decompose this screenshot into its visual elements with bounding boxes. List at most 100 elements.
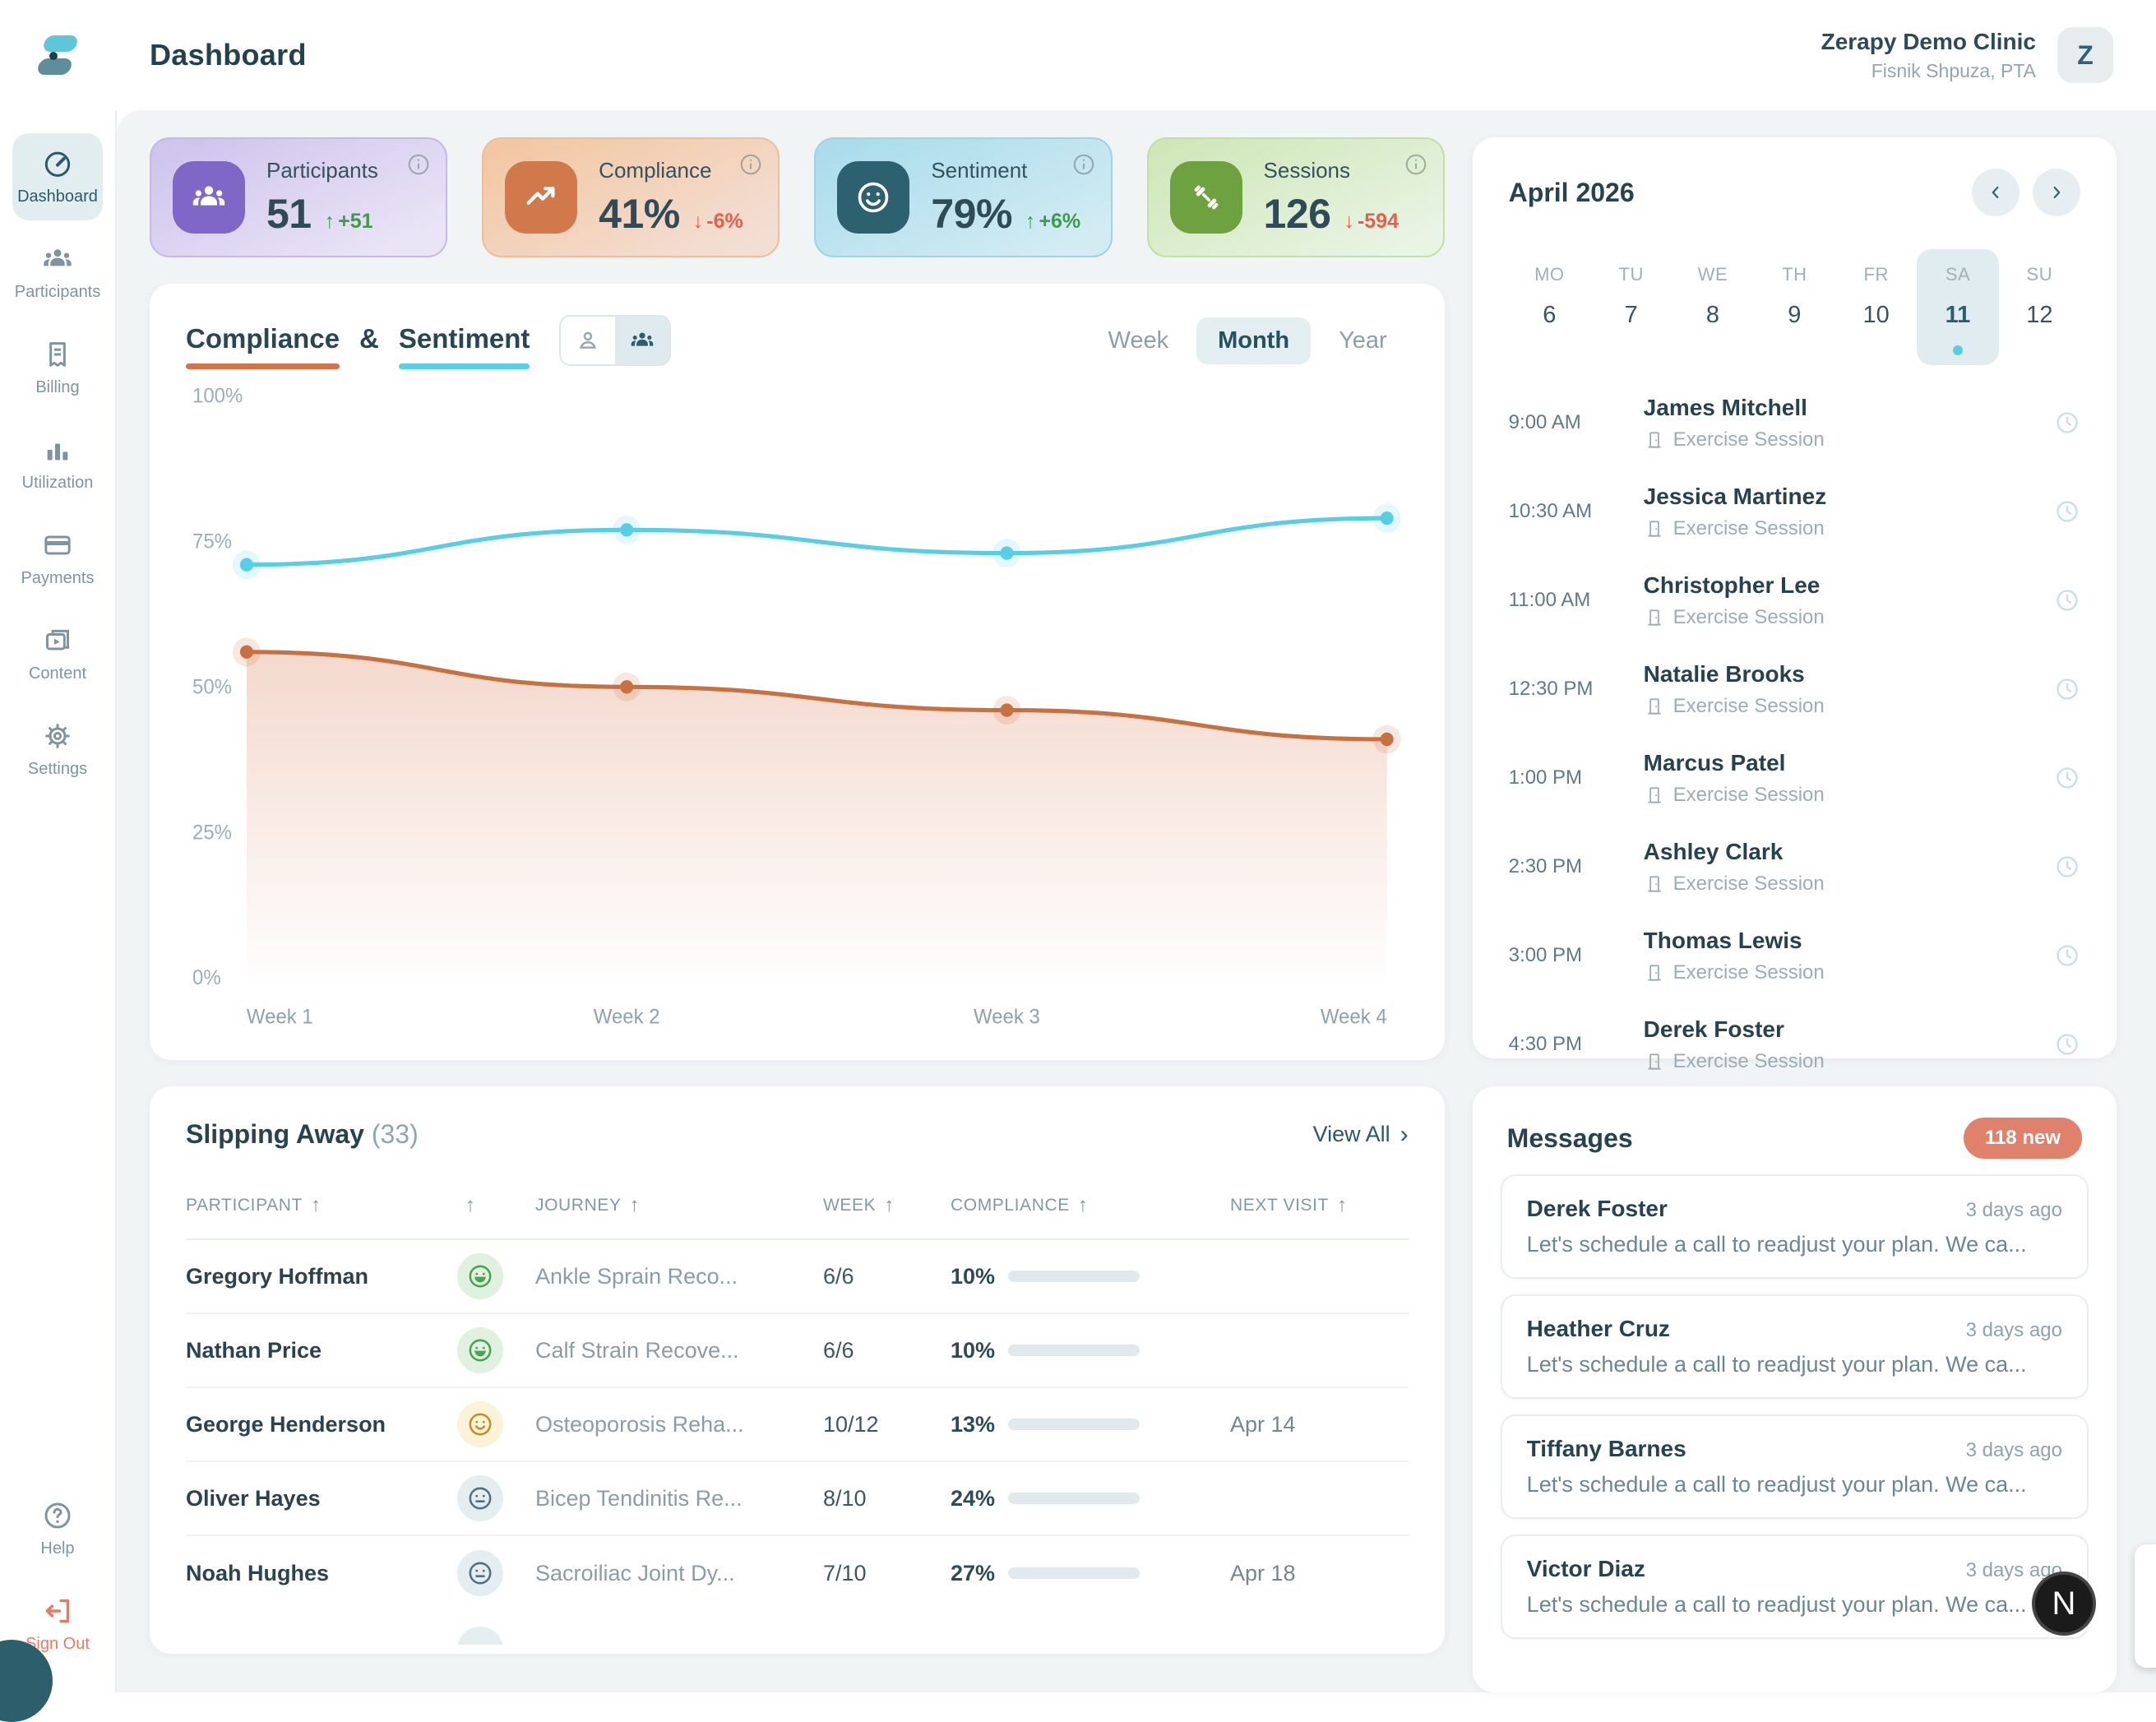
range-week[interactable]: Week: [1108, 326, 1169, 354]
column-mood[interactable]: ↑: [457, 1194, 535, 1217]
sidebar-item-help[interactable]: Help: [12, 1485, 103, 1572]
stat-label: Compliance: [599, 157, 712, 183]
svg-text:Week 1: Week 1: [247, 1006, 313, 1028]
day-name: TU: [1618, 264, 1644, 285]
event-dot: [1952, 345, 1963, 355]
sidebar-item-participants[interactable]: Participants: [12, 229, 103, 316]
sidebar-item-signout[interactable]: Sign Out: [12, 1581, 103, 1668]
column-participant[interactable]: PARTICIPANT ↑: [186, 1194, 322, 1216]
column-compliance[interactable]: COMPLIANCE ↑: [951, 1194, 1089, 1216]
message-item[interactable]: Tiffany Barnes 3 days ago Let's schedule…: [1500, 1414, 2089, 1519]
sidebar-item-label: Sign Out: [25, 1635, 90, 1653]
column-next-visit[interactable]: NEXT VISIT ↑: [1230, 1194, 1348, 1216]
schedule-item[interactable]: 12:30 PM Natalie Brooks Exercise Session: [1509, 645, 2080, 734]
message-preview: Let's schedule a call to readjust your p…: [1526, 1352, 2027, 1377]
calendar-day[interactable]: SU 12: [1999, 249, 2080, 365]
sidebar: Dashboard Participants Billing Utilizati…: [0, 110, 117, 1692]
table-row[interactable]: George Henderson Osteoporosis Reha... 10…: [186, 1388, 1409, 1462]
clock-icon[interactable]: [2054, 1031, 2080, 1058]
single-person-toggle[interactable]: [561, 317, 616, 364]
message-preview: Let's schedule a call to readjust your p…: [1526, 1232, 2027, 1257]
messages-list: Derek Foster 3 days ago Let's schedule a…: [1500, 1174, 2089, 1639]
info-icon[interactable]: [738, 152, 763, 177]
clinic-info: Zerapy Demo Clinic Fisnik Shpuza, PTA: [1821, 29, 2036, 82]
clock-icon[interactable]: [2054, 410, 2080, 436]
message-item[interactable]: Derek Foster 3 days ago Let's schedule a…: [1500, 1174, 2089, 1279]
table-row[interactable]: Noah Hughes Sacroiliac Joint Dy... 7/10 …: [186, 1536, 1409, 1610]
stat-card-sessions: Sessions 126 ↓ -594: [1146, 137, 1445, 257]
week-value: 7/10: [823, 1560, 867, 1585]
amp-label: &: [359, 323, 379, 354]
participant-name: George Henderson: [186, 1411, 386, 1437]
tab-sentiment[interactable]: Sentiment: [398, 323, 530, 369]
table-row[interactable]: Nathan Price Calf Strain Recove... 6/6 1…: [186, 1314, 1409, 1388]
range-month[interactable]: Month: [1196, 317, 1312, 364]
individual-group-toggle: [559, 315, 672, 366]
calendar-day[interactable]: TU 7: [1590, 249, 1672, 365]
clock-icon[interactable]: [2054, 765, 2080, 791]
schedule-item[interactable]: 4:30 PM Derek Foster Exercise Session: [1509, 1000, 2080, 1089]
calendar-day[interactable]: TH 9: [1754, 249, 1835, 365]
avatar[interactable]: Z: [2057, 27, 2113, 83]
chevron-right-icon: [2053, 186, 2061, 199]
table-header: PARTICIPANT ↑ ↑ JOURNEY ↑ WEEK ↑ COMPLIANCE…: [186, 1194, 1409, 1240]
edge-tab[interactable]: [2135, 1544, 2156, 1668]
calendar-day[interactable]: MO 6: [1509, 249, 1590, 365]
compliance-cell: 13%: [951, 1412, 1230, 1437]
day-number: 10: [1862, 302, 1890, 328]
day-number: 9: [1788, 302, 1802, 328]
compliance-progress-bar: [1008, 1271, 1140, 1282]
calendar-day[interactable]: WE 8: [1672, 249, 1753, 365]
journey-name: Bicep Tendinitis Re...: [535, 1485, 743, 1511]
schedule-item[interactable]: 9:00 AM James Mitchell Exercise Session: [1509, 378, 2080, 467]
table-row[interactable]: Oliver Hayes Bicep Tendinitis Re... 8/10…: [186, 1462, 1409, 1536]
clock-icon[interactable]: [2054, 676, 2080, 702]
schedule-item[interactable]: 11:00 AM Christopher Lee Exercise Sessio…: [1509, 556, 2080, 645]
dev-tools-button[interactable]: N: [2032, 1572, 2096, 1636]
message-item[interactable]: Victor Diaz 3 days ago Let's schedule a …: [1500, 1535, 2089, 1639]
info-icon[interactable]: [1071, 152, 1096, 177]
tab-compliance[interactable]: Compliance: [186, 323, 340, 369]
sidebar-item-content[interactable]: Content: [12, 610, 103, 697]
schedule-item[interactable]: 1:00 PM Marcus Patel Exercise Session: [1509, 734, 2080, 822]
column-journey[interactable]: JOURNEY ↑: [535, 1194, 641, 1216]
schedule-item[interactable]: 3:00 PM Thomas Lewis Exercise Session: [1509, 911, 2080, 1000]
schedule-time: 2:30 PM: [1508, 855, 1583, 877]
column-week[interactable]: WEEK ↑: [823, 1194, 895, 1216]
calendar-next-button[interactable]: [2033, 169, 2080, 216]
info-icon[interactable]: [1404, 152, 1428, 177]
group-toggle[interactable]: [615, 317, 670, 364]
compliance-value: 10%: [951, 1337, 996, 1363]
calendar-day[interactable]: FR 10: [1835, 249, 1917, 365]
info-icon[interactable]: [406, 152, 431, 177]
chevron-right-icon: ›: [1400, 1120, 1409, 1148]
calendar-prev-button[interactable]: [1972, 169, 2020, 216]
svg-text:25%: 25%: [192, 822, 232, 844]
svg-text:75%: 75%: [192, 530, 232, 553]
view-all-link[interactable]: View All ›: [1312, 1120, 1409, 1148]
sort-arrow-icon: ↑: [465, 1194, 476, 1216]
schedule-time: 9:00 AM: [1508, 411, 1581, 433]
sidebar-item-utilization[interactable]: Utilization: [12, 419, 103, 507]
schedule-patient-name: Christopher Lee: [1643, 572, 1821, 598]
sidebar-item-settings[interactable]: Settings: [12, 706, 103, 793]
schedule-session-type: Exercise Session: [1644, 1050, 2044, 1073]
sidebar-item-billing[interactable]: Billing: [12, 324, 103, 411]
message-item[interactable]: Heather Cruz 3 days ago Let's schedule a…: [1500, 1294, 2089, 1399]
message-time: 3 days ago: [1965, 1439, 2062, 1461]
stats-row: Participants 51 ↑ +51 Compliance: [150, 137, 1445, 257]
schedule-item[interactable]: 2:30 PM Ashley Clark Exercise Session: [1509, 822, 2080, 911]
table-row[interactable]: Gregory Hoffman Ankle Sprain Reco... 6/6…: [186, 1240, 1409, 1314]
clock-icon[interactable]: [2054, 587, 2080, 613]
main-content: Participants 51 ↑ +51 Compliance: [117, 110, 2156, 1692]
range-year[interactable]: Year: [1339, 326, 1387, 354]
schedule-session-type: Exercise Session: [1644, 517, 2044, 540]
clock-icon[interactable]: [2054, 942, 2080, 969]
calendar-day[interactable]: SA 11: [1917, 249, 1999, 365]
clock-icon[interactable]: [2054, 854, 2080, 880]
dumbbell-icon: [1169, 161, 1242, 234]
sidebar-item-payments[interactable]: Payments: [12, 515, 103, 602]
clock-icon[interactable]: [2054, 498, 2080, 525]
sidebar-item-dashboard[interactable]: Dashboard: [12, 133, 103, 220]
schedule-item[interactable]: 10:30 AM Jessica Martinez Exercise Sessi…: [1509, 467, 2080, 556]
